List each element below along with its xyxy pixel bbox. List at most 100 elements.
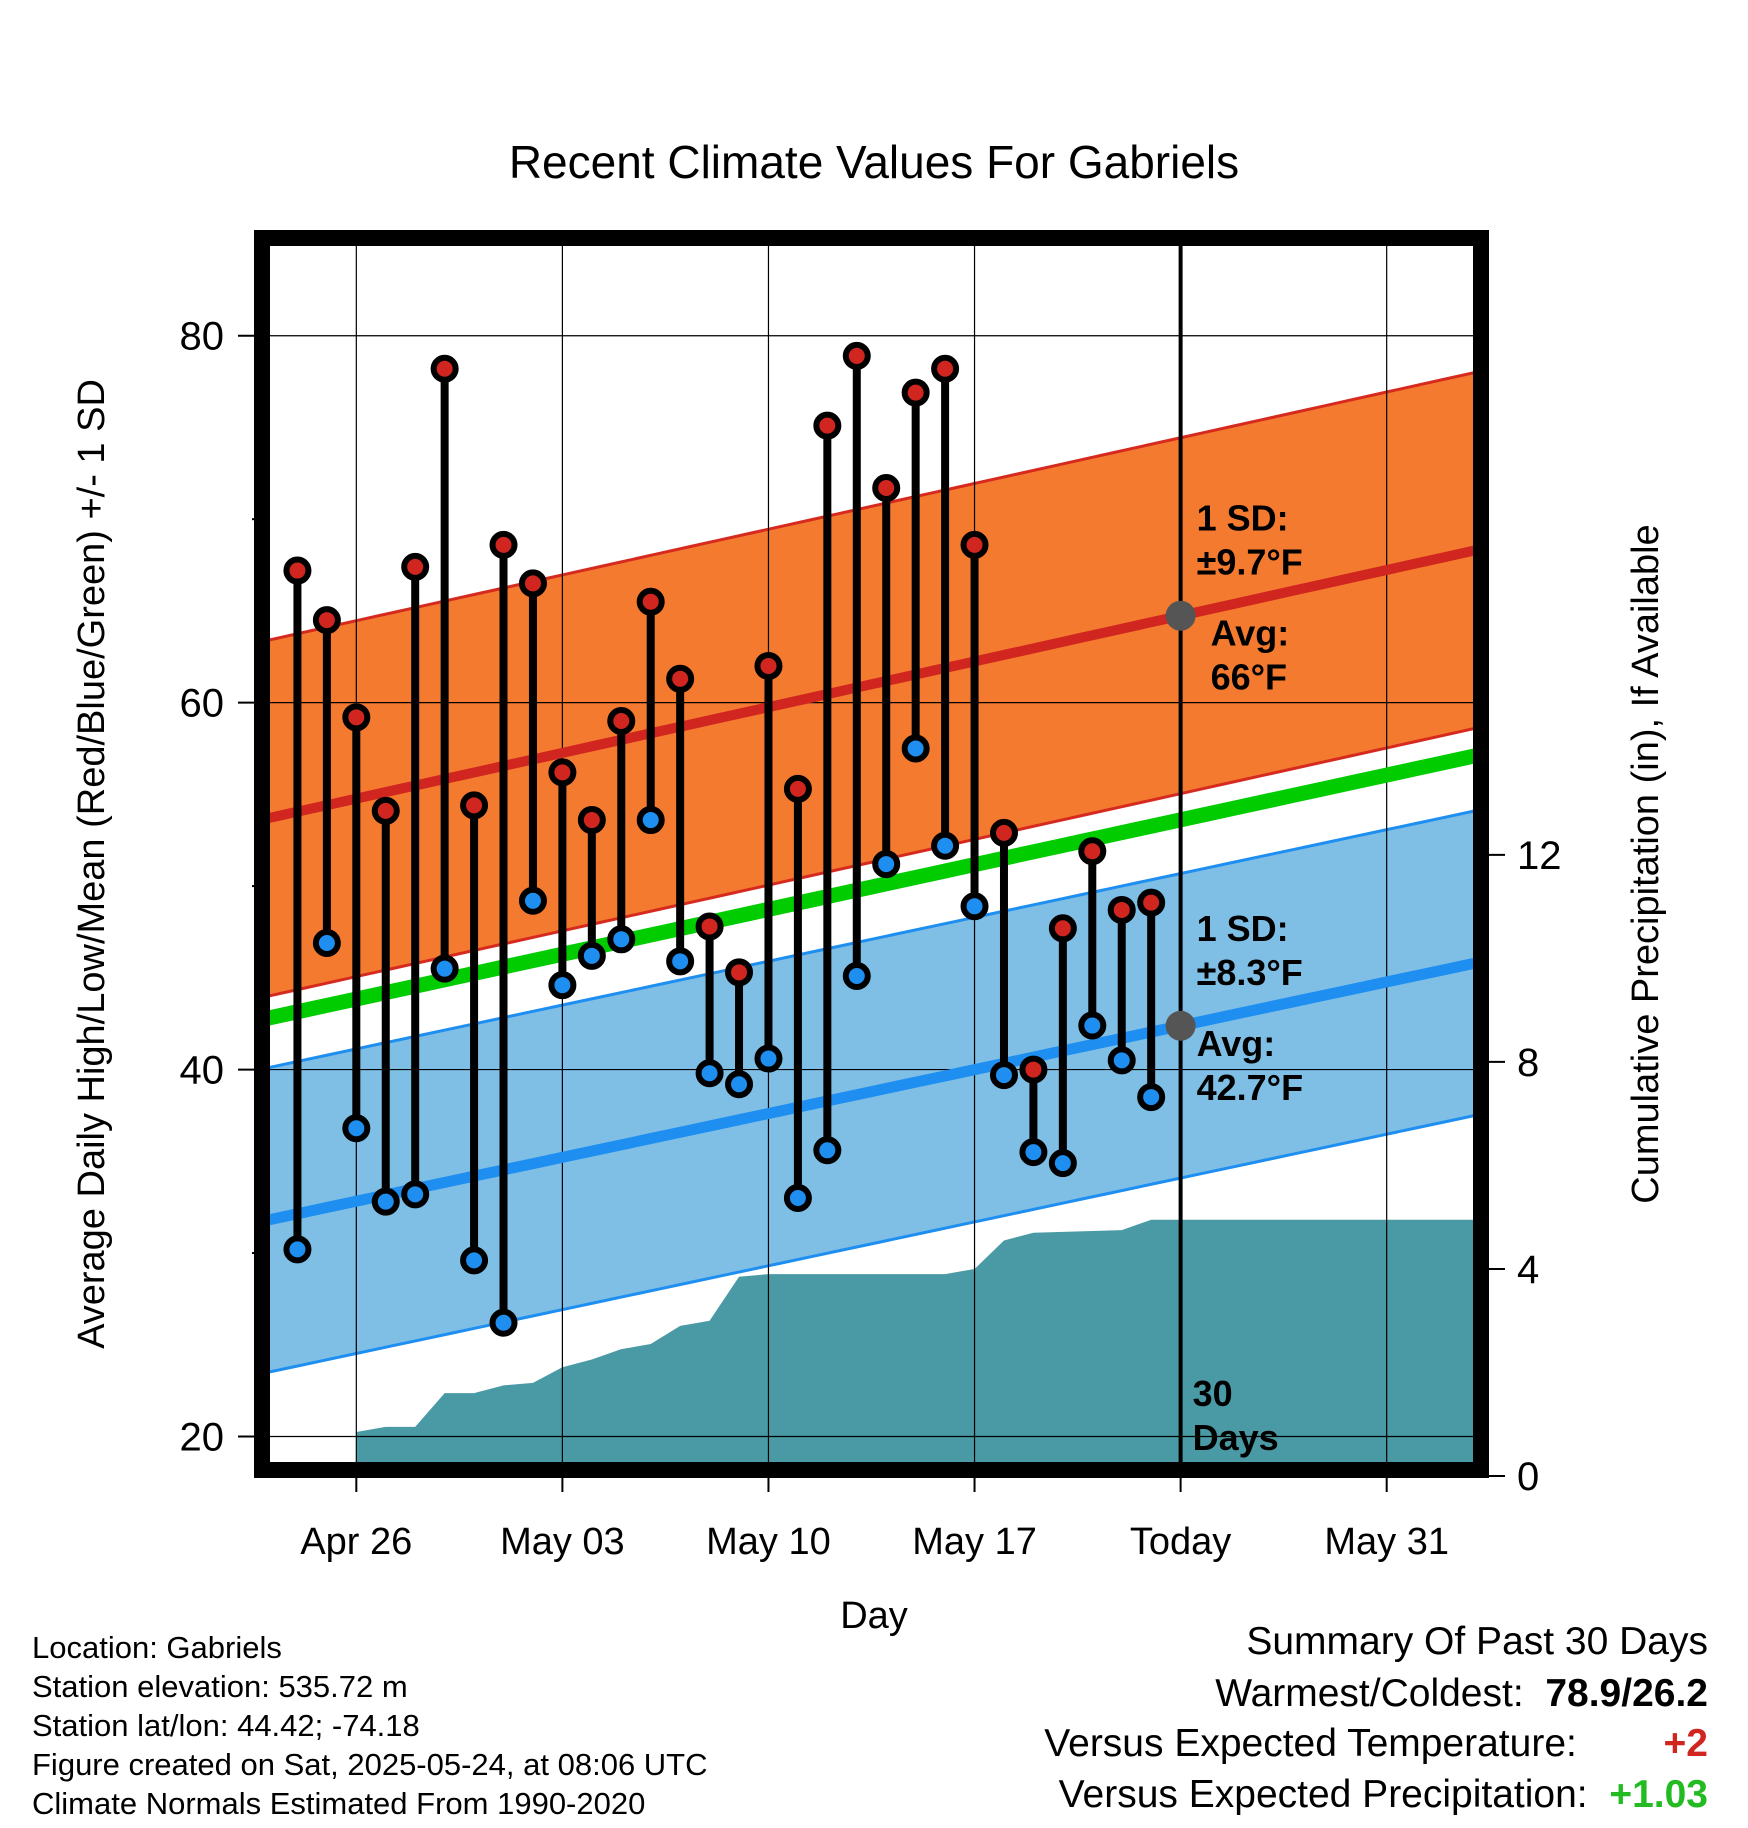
station-info: Location: Gabriels Station elevation: 53… (32, 1628, 708, 1823)
x-tick-label-3: May 17 (912, 1521, 1037, 1563)
daily-high-point-22 (931, 354, 960, 383)
daily-high-point-3 (371, 796, 400, 825)
low-normal-band-lower (268, 1113, 1475, 1374)
y-tick-label-2: 60 (180, 682, 225, 726)
daily-high-point-19 (842, 341, 871, 370)
daily-high-point-6 (460, 791, 489, 820)
daily-low-point-22 (931, 831, 960, 860)
daily-high-point-23 (960, 530, 989, 559)
daily-low-point-20 (872, 850, 901, 879)
daily-low-point-26 (1048, 1149, 1077, 1178)
info-created: Figure created on Sat, 2025-05-24, at 08… (32, 1747, 708, 1782)
today-high-normal-marker (1165, 600, 1196, 631)
daily-low-point-19 (842, 962, 871, 990)
daily-high-point-13 (666, 664, 695, 693)
high-normal-band-upper (268, 370, 1475, 642)
daily-high-point-16 (754, 651, 783, 680)
daily-low-point-27 (1078, 1011, 1107, 1040)
daily-low-point-13 (666, 947, 695, 976)
daily-low-point-24 (989, 1061, 1018, 1090)
daily-low-point-25 (1019, 1138, 1048, 1167)
low-normal-band-upper (268, 809, 1475, 1070)
daily-high-point-24 (989, 818, 1018, 847)
daily-high-point-1 (312, 606, 341, 635)
daily-high-point-18 (813, 411, 842, 440)
daily-low-point-2 (342, 1114, 371, 1143)
daily-high-point-8 (518, 569, 547, 598)
today-low-normal-marker (1165, 1010, 1196, 1041)
high-normal-mean-line (268, 545, 1475, 824)
daily-high-point-11 (607, 706, 636, 735)
warm-cold-value: 78.9/26.2 (1545, 1672, 1708, 1715)
today-label-line-1: Days (1193, 1417, 1279, 1458)
daily-low-point-1 (312, 928, 341, 957)
daily-high-point-2 (342, 703, 371, 732)
annotation-high-avg-line-0: Avg: (1211, 613, 1290, 654)
y-tick-label-0: 20 (180, 1415, 225, 1459)
daily-high-point-21 (901, 378, 930, 407)
annotation-high-avg-line-1: 66°F (1211, 657, 1287, 698)
info-location: Location: Gabriels (32, 1630, 282, 1665)
x-tick-label-1: May 03 (500, 1521, 625, 1563)
daily-low-point-15 (725, 1070, 754, 1099)
precip-label: Versus Expected Precipitation: (1058, 1773, 1588, 1816)
summary-temp: Versus Expected Temperature: +2 (1044, 1722, 1708, 1766)
x-tick-label-5: May 31 (1324, 1521, 1449, 1563)
annotation-low-sd-line-1: ±8.3°F (1197, 952, 1303, 993)
daily-high-point-20 (872, 474, 901, 502)
daily-low-point-4 (401, 1180, 430, 1209)
daily-high-point-26 (1048, 914, 1077, 943)
y-axis-label: Average Daily High/Low/Mean (Red/Blue/Gr… (71, 379, 113, 1349)
daily-high-point-0 (283, 556, 312, 585)
daily-low-point-0 (283, 1235, 312, 1264)
info-elevation: Station elevation: 535.72 m (32, 1669, 408, 1704)
daily-high-point-29 (1137, 888, 1166, 917)
y2-tick-label-0: 0 (1517, 1455, 1539, 1499)
precip-area (356, 1219, 1475, 1464)
daily-low-point-29 (1137, 1083, 1166, 1112)
chart-title: Recent Climate Values For Gabriels (509, 136, 1239, 188)
daily-low-point-16 (754, 1044, 783, 1073)
x-tick-label-2: May 10 (706, 1521, 831, 1563)
daily-high-point-25 (1019, 1055, 1048, 1084)
daily-low-point-7 (489, 1308, 518, 1337)
daily-low-point-21 (901, 734, 930, 763)
x-axis-label: Day (840, 1595, 908, 1637)
info-normals: Climate Normals Estimated From 1990-2020 (32, 1786, 646, 1821)
precip-value: +1.03 (1609, 1773, 1708, 1816)
daily-low-point-17 (783, 1183, 812, 1212)
annotation-low-avg-line-1: 42.7°F (1197, 1067, 1303, 1108)
daily-low-point-5 (430, 954, 459, 983)
daily-high-point-17 (783, 774, 812, 803)
daily-high-point-9 (548, 758, 577, 787)
today-label-line-0: 30 (1193, 1373, 1233, 1414)
high-normal-band-lower (268, 726, 1475, 998)
annotation-high-sd-line-0: 1 SD: (1197, 498, 1289, 539)
info-latlon: Station lat/lon: 44.42; -74.18 (32, 1708, 420, 1743)
summary-precip: Versus Expected Precipitation: +1.03 (1059, 1773, 1708, 1817)
daily-low-point-28 (1107, 1046, 1136, 1075)
daily-high-point-7 (489, 530, 518, 559)
daily-low-point-18 (813, 1136, 842, 1165)
summary-title: Summary Of Past 30 Days (1246, 1620, 1708, 1663)
daily-high-point-14 (695, 912, 724, 941)
low-normal-mean-line (268, 957, 1475, 1226)
temp-value: +2 (1663, 1722, 1708, 1765)
daily-high-point-27 (1078, 837, 1107, 866)
x-tick-label-4: Today (1130, 1521, 1231, 1563)
temp-label: Versus Expected Temperature: (1044, 1722, 1577, 1765)
daily-low-point-9 (548, 971, 577, 1000)
annotation-low-avg-line-0: Avg: (1197, 1023, 1276, 1064)
daily-high-point-5 (430, 354, 459, 383)
daily-low-point-10 (577, 941, 606, 970)
daily-low-point-11 (607, 925, 636, 954)
summary-warm-cold: Warmest/Coldest: 78.9/26.2 (1215, 1672, 1708, 1716)
daily-low-point-12 (636, 806, 665, 835)
daily-high-point-28 (1107, 895, 1136, 924)
annotation-low-sd-line-0: 1 SD: (1197, 908, 1289, 949)
y2-tick-label-3: 12 (1517, 834, 1562, 878)
daily-low-point-6 (460, 1246, 489, 1275)
